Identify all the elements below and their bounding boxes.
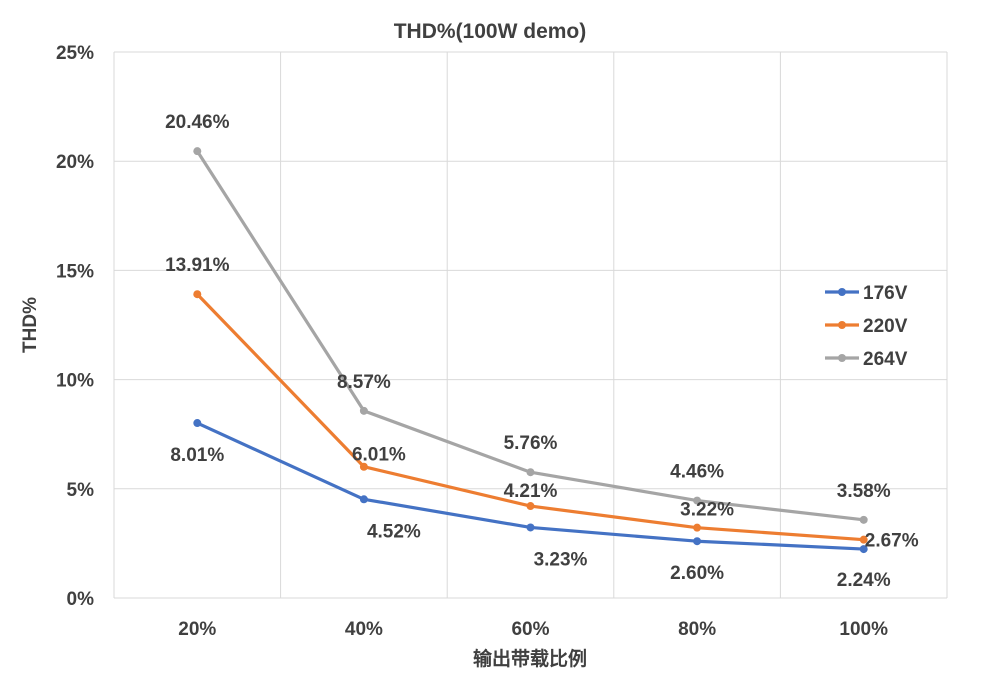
legend-marker bbox=[838, 288, 846, 296]
data-point bbox=[859, 535, 868, 544]
legend-label: 220V bbox=[863, 316, 908, 337]
data-label: 3.22% bbox=[680, 500, 734, 521]
data-label: 2.60% bbox=[670, 563, 724, 584]
gridlines bbox=[113, 51, 948, 599]
x-tick-label: 60% bbox=[511, 619, 549, 640]
data-label: 3.23% bbox=[534, 549, 588, 570]
legend-label: 264V bbox=[863, 349, 908, 370]
y-tick-label: 15% bbox=[56, 261, 94, 282]
legend: 176V 220V 264V bbox=[825, 283, 908, 370]
y-tick-label: 5% bbox=[67, 480, 95, 501]
data-point bbox=[526, 468, 535, 477]
y-tick-label: 10% bbox=[56, 371, 94, 392]
series-lines bbox=[193, 147, 868, 554]
y-axis-ticks: 0% 5% 10% 15% 20% 25% bbox=[56, 43, 94, 610]
data-point bbox=[359, 406, 368, 415]
data-point bbox=[693, 496, 702, 505]
data-label: 4.21% bbox=[504, 481, 558, 502]
data-label: 4.52% bbox=[367, 521, 421, 542]
y-tick-label: 25% bbox=[56, 43, 94, 64]
x-axis-label: 输出带载比例 bbox=[473, 647, 587, 670]
x-tick-label: 40% bbox=[345, 619, 383, 640]
x-axis-ticks: 20% 40% 60% 80% 100% bbox=[178, 619, 888, 640]
data-point bbox=[359, 495, 368, 504]
data-label: 8.01% bbox=[170, 445, 224, 466]
y-axis-label: THD% bbox=[20, 297, 41, 353]
data-point bbox=[193, 290, 202, 299]
data-label: 13.91% bbox=[165, 255, 230, 276]
data-point bbox=[526, 523, 535, 532]
data-label: 4.46% bbox=[670, 462, 724, 483]
x-tick-label: 20% bbox=[178, 619, 216, 640]
data-point bbox=[693, 537, 702, 546]
data-point bbox=[526, 502, 535, 511]
data-label: 3.58% bbox=[837, 481, 891, 502]
legend-label: 176V bbox=[863, 283, 908, 304]
data-point bbox=[693, 523, 702, 532]
legend-marker bbox=[838, 354, 846, 362]
data-label: 2.67% bbox=[865, 531, 919, 552]
y-tick-label: 0% bbox=[67, 589, 95, 610]
data-label: 2.24% bbox=[837, 570, 891, 591]
data-point bbox=[193, 147, 202, 156]
series-line-264V bbox=[195, 150, 864, 522]
y-tick-label: 20% bbox=[56, 152, 94, 173]
chart-title: THD%(100W demo) bbox=[394, 20, 587, 43]
data-point bbox=[359, 462, 368, 471]
data-point bbox=[193, 419, 202, 428]
data-label: 20.46% bbox=[165, 112, 230, 133]
data-label: 8.57% bbox=[337, 372, 391, 393]
data-point bbox=[859, 515, 868, 524]
data-label: 6.01% bbox=[352, 445, 406, 466]
legend-marker bbox=[838, 321, 846, 329]
x-tick-label: 100% bbox=[839, 619, 888, 640]
data-label: 5.76% bbox=[504, 433, 558, 454]
data-labels: 8.01% 4.52% 3.23% 2.60% 2.24% 13.91% 6.01% 4.21… bbox=[165, 112, 919, 591]
x-tick-label: 80% bbox=[678, 619, 716, 640]
data-point bbox=[859, 545, 868, 554]
